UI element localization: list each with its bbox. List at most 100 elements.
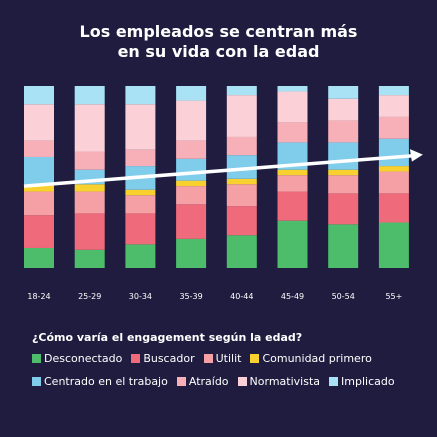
bar-segment-desconectado-18-24: [24, 247, 54, 268]
bar-segment-buscador-55+: [378, 193, 409, 223]
bar-segment-normativista-30-34: [125, 104, 156, 150]
legend-swatch: [237, 377, 247, 386]
bar-segment-atraido-18-24: [24, 140, 54, 157]
x-tick-label-50-54: 50-54: [332, 292, 355, 301]
legend-swatch: [203, 354, 213, 363]
bar-segment-utilit-25-29: [74, 191, 105, 214]
bar-segment-utilit-40-44: [226, 184, 257, 207]
bar-segment-normativista-55+: [378, 95, 409, 117]
bar-segment-utilit-50-54: [328, 175, 359, 194]
legend-item-comunidad-primero: Comunidad primero: [250, 352, 372, 365]
bar-segment-desconectado-40-44: [226, 235, 257, 268]
chart-title-line-2: en su vida con la edad: [117, 42, 320, 61]
legend-label: Desconectado: [44, 352, 123, 365]
bar-segment-normativista-50-54: [328, 98, 359, 121]
bar-segment-desconectado-30-34: [125, 244, 156, 268]
bar-segment-implicado-18-24: [24, 86, 54, 105]
legend-item-desconectado: Desconectado: [32, 352, 122, 365]
x-tick-label-25-29: 25-29: [78, 292, 101, 301]
bar-segment-implicado-25-29: [74, 86, 105, 105]
legend-label: Atraído: [188, 375, 229, 388]
bar-segment-desconectado-35-39: [176, 238, 207, 268]
bar-segment-atraido-35-39: [176, 140, 207, 159]
legend-label: Centrado en el trabajo: [44, 375, 168, 388]
bar-segment-utilit-18-24: [24, 191, 54, 216]
bar-segment-buscador-25-29: [74, 213, 105, 250]
bar-segment-atraido-50-54: [328, 120, 359, 143]
bar-segment-implicado-45-49: [277, 86, 308, 92]
bar-segment-normativista-18-24: [24, 104, 54, 141]
legend-item-centrado-en-el-trabajo: Centrado en el trabajo: [32, 375, 168, 388]
bar-segment-utilit-30-34: [125, 195, 156, 214]
bar-segment-atraido-40-44: [226, 136, 257, 156]
legend-swatch: [329, 377, 339, 386]
legend-item-utilit: Utilit: [203, 352, 242, 365]
bar-segment-desconectado-25-29: [74, 249, 105, 268]
x-tick-label-18-24: 18-24: [27, 292, 50, 301]
bar-segment-implicado-50-54: [328, 86, 359, 99]
legend: Desconectado Buscador Utilit Comunidad prim…: [32, 352, 422, 388]
trend-line: [23, 154, 414, 188]
bar-segment-normativista-25-29: [74, 104, 105, 152]
legend-item-implicado: Implicado: [329, 375, 395, 388]
bar-segment-comunidad-primero-50-54: [328, 169, 359, 176]
bar-segment-utilit-45-49: [277, 175, 308, 192]
x-tick-label-55+: 55+: [385, 292, 402, 301]
x-tick-label-45-49: 45-49: [281, 292, 304, 301]
chart-title: Los empleados se centran más en su vida …: [0, 22, 437, 62]
bar-segment-comunidad-primero-25-29: [74, 184, 105, 192]
legend-label: Comunidad primero: [262, 352, 372, 365]
bar-segment-atraido-25-29: [74, 151, 105, 170]
legend-swatch: [131, 354, 141, 363]
chart-title-line-1: Los empleados se centran más: [79, 22, 358, 41]
bar-segment-centrado-en-el-trabajo-35-39: [176, 158, 207, 181]
x-tick-label-30-34: 30-34: [129, 292, 152, 301]
x-tick-label-40-44: 40-44: [230, 292, 253, 301]
bar-segment-buscador-30-34: [125, 213, 156, 245]
legend-swatch: [176, 377, 186, 386]
bar-segment-normativista-40-44: [226, 95, 257, 137]
bar-segment-utilit-35-39: [176, 186, 207, 205]
bar-segment-buscador-50-54: [328, 193, 359, 225]
bar-segment-buscador-18-24: [24, 215, 54, 248]
legend-label: Utilit: [215, 352, 242, 365]
legend-item-normativista: Normativista: [237, 375, 321, 388]
bar-segment-desconectado-50-54: [328, 224, 359, 268]
bar-segment-centrado-en-el-trabajo-40-44: [226, 155, 257, 179]
bar-segment-buscador-45-49: [277, 191, 308, 221]
bar-segment-desconectado-45-49: [277, 220, 308, 268]
legend-title: ¿Cómo varía el engagement según la edad?: [32, 331, 303, 344]
bar-segment-atraido-45-49: [277, 122, 308, 143]
bar-segment-comunidad-primero-45-49: [277, 169, 308, 176]
legend-label: Buscador: [143, 352, 195, 365]
trend-arrow-head: [409, 149, 423, 162]
bar-segment-normativista-35-39: [176, 100, 207, 141]
legend-swatch: [32, 354, 41, 363]
bar-segment-comunidad-primero-35-39: [176, 180, 207, 187]
x-tick-label-35-39: 35-39: [179, 292, 202, 301]
bar-segment-buscador-35-39: [176, 204, 207, 239]
legend-item-atraido: Atraído: [176, 375, 229, 388]
bar-segment-buscador-40-44: [226, 206, 257, 236]
bar-segment-implicado-55+: [378, 86, 409, 96]
bar-segment-implicado-35-39: [176, 86, 207, 101]
bar-segment-implicado-30-34: [125, 86, 156, 105]
bar-segment-comunidad-primero-30-34: [125, 189, 156, 196]
bar-segment-atraido-55+: [378, 116, 409, 139]
bar-segment-centrado-en-el-trabajo-50-54: [328, 142, 359, 170]
bar-segment-centrado-en-el-trabajo-18-24: [24, 156, 54, 185]
bar-segment-atraido-30-34: [125, 149, 156, 167]
legend-label: Implicado: [341, 375, 395, 388]
bar-segment-desconectado-55+: [378, 222, 409, 268]
legend-item-buscador: Buscador: [131, 352, 195, 365]
legend-label: Normativista: [249, 375, 321, 388]
bar-segment-comunidad-primero-40-44: [226, 178, 257, 185]
bar-segment-centrado-en-el-trabajo-55+: [378, 138, 409, 167]
bar-segment-comunidad-primero-55+: [378, 166, 409, 172]
legend-swatch: [32, 377, 41, 386]
bar-segment-normativista-45-49: [277, 91, 308, 123]
bar-segment-comunidad-primero-18-24: [24, 184, 54, 192]
bar-segment-implicado-40-44: [226, 86, 257, 96]
bar-segment-utilit-55+: [378, 171, 409, 194]
